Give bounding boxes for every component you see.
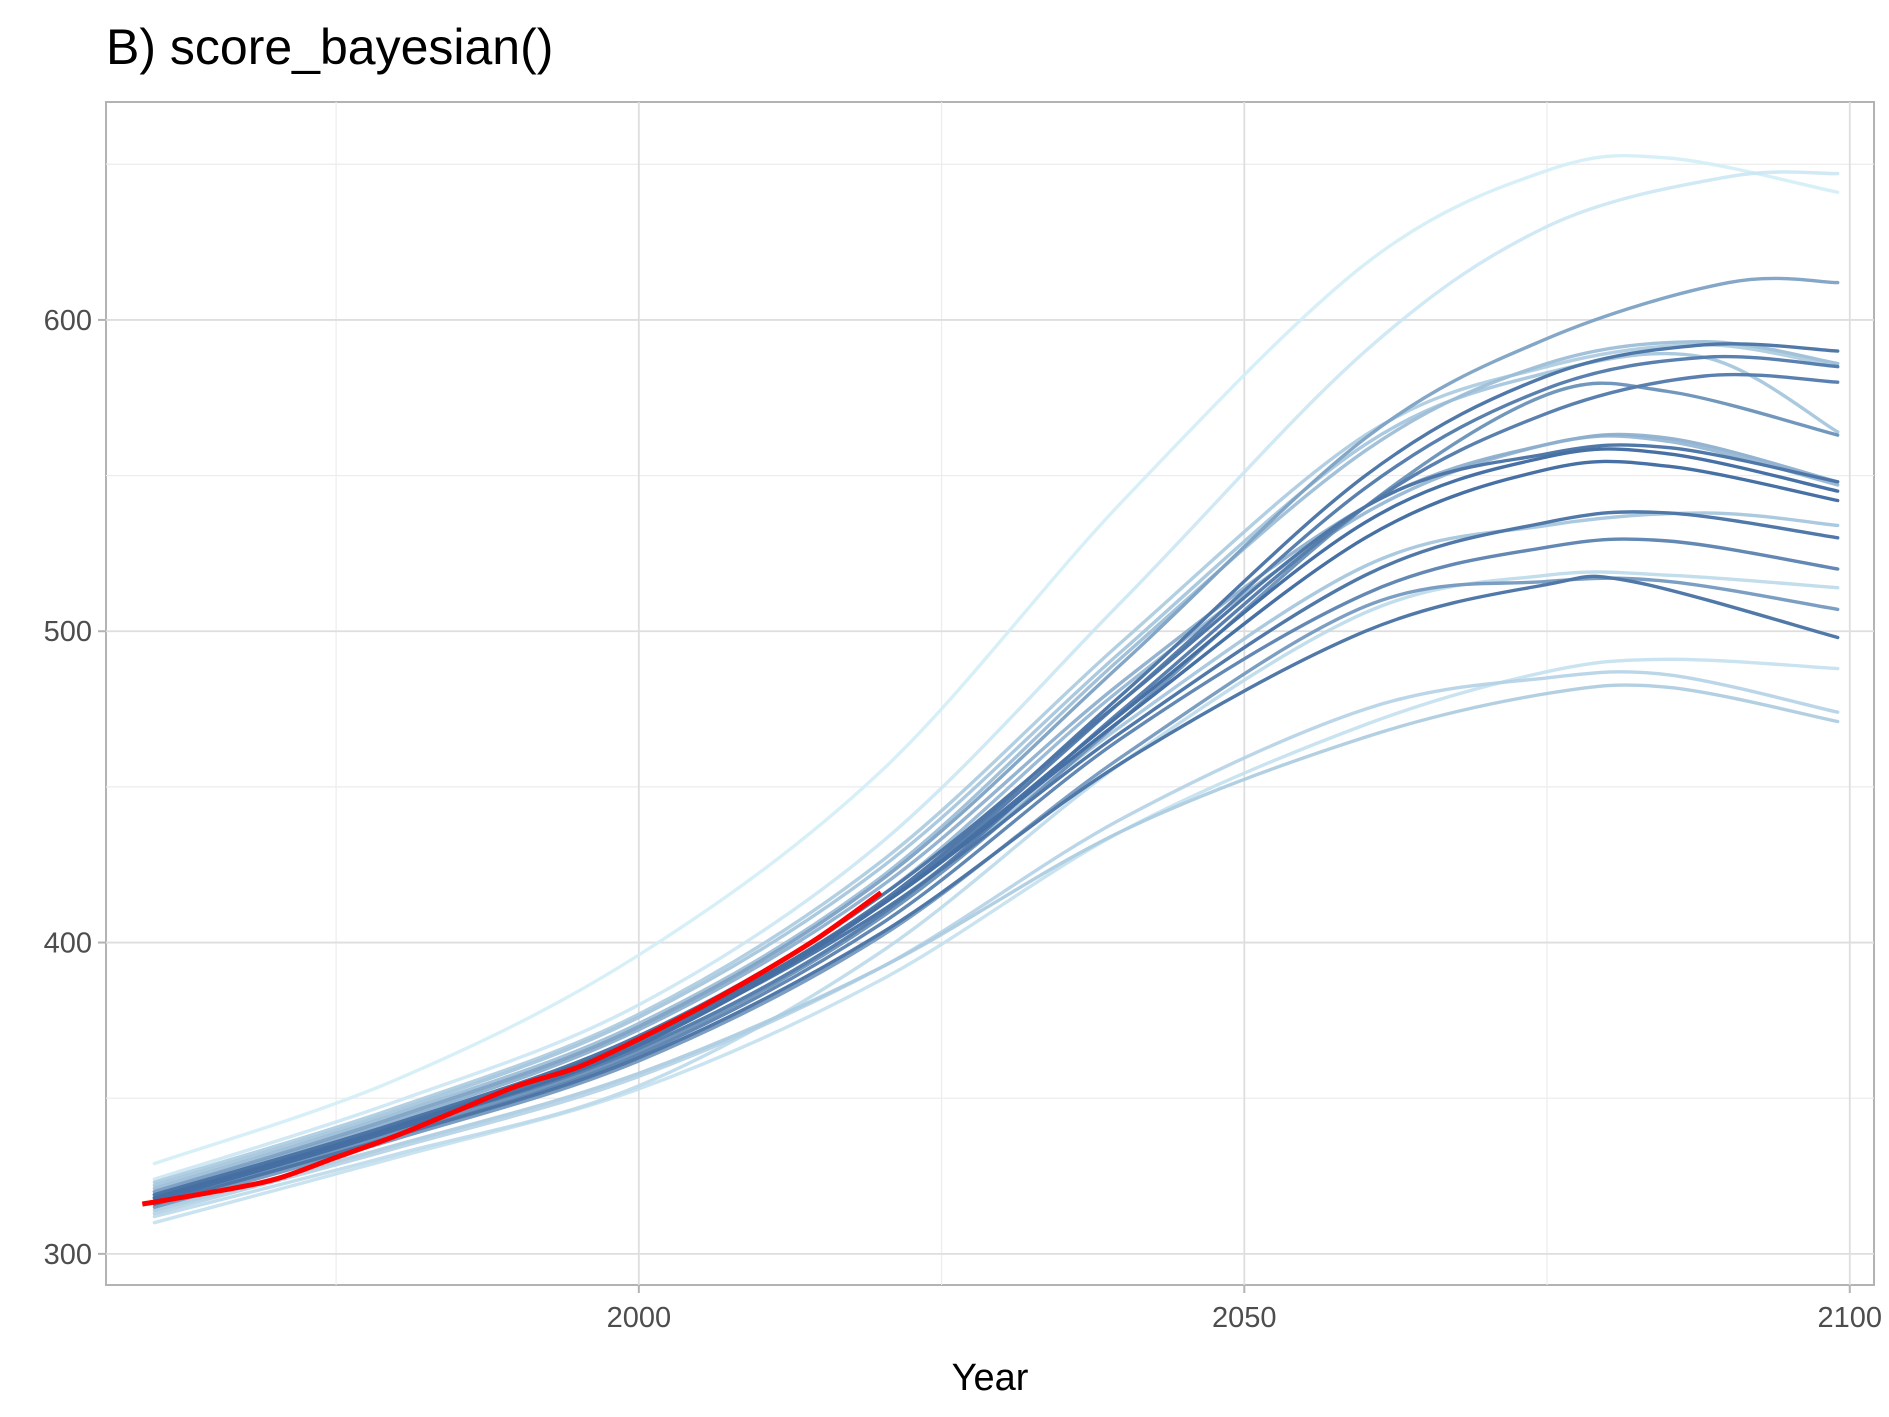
plot-panel [105,101,1875,1286]
grid-major [106,102,1874,1285]
simulation-line [152,342,1840,1197]
simulation-line [152,339,1840,1191]
x-tick-label: 2000 [607,1302,672,1334]
simulation-line [152,683,1840,1212]
x-tick-label: 2100 [1818,1302,1883,1334]
y-tick-label: 600 [44,305,92,337]
x-axis-title: Year [952,1357,1029,1399]
simulation-line [152,170,1840,1181]
observed-line [141,890,883,1207]
simulation-line [152,657,1840,1225]
simulation-line [152,381,1840,1203]
x-tick-label: 2050 [1212,1302,1277,1334]
y-tick-label: 500 [44,616,92,648]
y-axis: 300 400 500 600 [44,305,106,1271]
observed-line-group [141,890,883,1207]
simulation-lines [152,154,1840,1225]
chart-title: B) score_bayesian() [106,19,554,75]
simulation-line [152,343,1840,1184]
simulation-line [152,670,1840,1216]
simulation-line [152,432,1840,1194]
simulation-line [152,570,1840,1219]
y-tick-label: 300 [44,1239,92,1271]
simulation-line [152,154,1840,1166]
x-axis: 2000 2050 2100 [607,1285,1882,1334]
simulation-line [152,574,1840,1206]
simulation-line [152,459,1840,1200]
y-tick-label: 400 [44,928,92,960]
simulation-line [152,276,1840,1194]
